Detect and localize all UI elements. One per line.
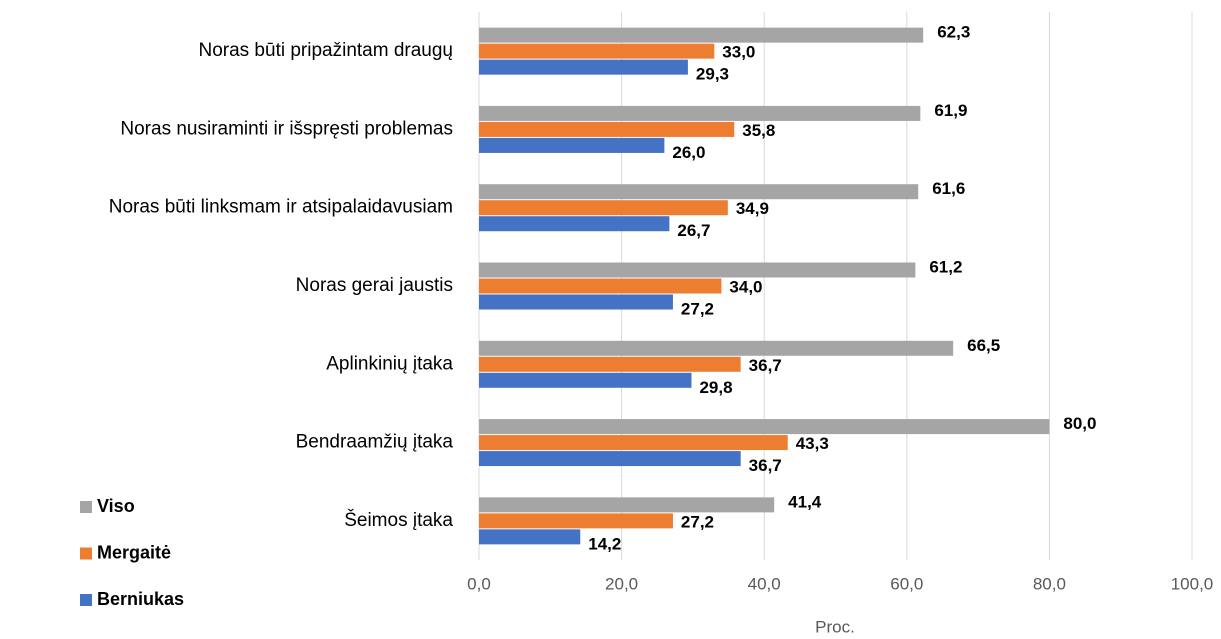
bar (479, 372, 692, 388)
legend-label: Viso (97, 496, 135, 516)
data-label: 33,0 (722, 43, 755, 62)
data-label: 62,3 (937, 23, 970, 42)
legend-label: Berniukas (97, 589, 184, 609)
data-label: 66,5 (967, 336, 1000, 355)
bar (479, 262, 916, 278)
bar (479, 497, 775, 513)
bar (479, 451, 741, 467)
y-tick-label: Šeimos įtaka (344, 509, 453, 531)
bar (479, 59, 688, 75)
bar (479, 278, 722, 294)
data-label: 29,3 (696, 65, 729, 84)
data-label: 61,2 (929, 257, 962, 276)
x-tick-label: 40,0 (748, 574, 781, 593)
bar (479, 216, 670, 232)
bar (479, 529, 581, 545)
x-tick-label: 80,0 (1033, 574, 1066, 593)
bar (479, 340, 954, 356)
x-axis-label: Proc. (815, 617, 855, 636)
legend-swatch (80, 547, 92, 560)
y-tick-label: Noras būti pripažintam draugų (198, 40, 453, 61)
bar (479, 294, 673, 310)
y-tick-label: Aplinkinių įtaka (326, 353, 453, 374)
bar (479, 184, 919, 200)
bar (479, 200, 728, 216)
bar (479, 435, 788, 451)
bar (479, 137, 665, 153)
x-tick-label: 60,0 (890, 574, 923, 593)
data-label: 26,7 (677, 221, 710, 240)
y-tick-label: Noras nusiraminti ir išspręsti problemas (120, 118, 453, 139)
bar (479, 419, 1050, 435)
data-label: 43,3 (796, 434, 829, 453)
data-label: 34,0 (729, 277, 762, 296)
data-label: 36,7 (749, 356, 782, 375)
data-label: 41,4 (788, 492, 822, 511)
bar (479, 121, 735, 137)
data-label: 35,8 (742, 121, 775, 140)
legend-label: Mergaitė (97, 542, 171, 562)
y-tick-label: Noras gerai jaustis (296, 275, 453, 296)
bar (479, 43, 715, 59)
data-label: 61,9 (934, 101, 967, 120)
bar (479, 513, 673, 529)
x-tick-label: 0,0 (467, 574, 491, 593)
data-label: 29,8 (699, 378, 732, 397)
data-label: 61,6 (932, 179, 965, 198)
bar (479, 356, 741, 372)
data-label: 36,7 (749, 456, 782, 475)
data-label: 14,2 (588, 534, 621, 553)
x-tick-label: 20,0 (605, 574, 638, 593)
y-tick-label: Noras būti linksmam ir atsipalaidavusiam (109, 197, 453, 218)
legend-swatch (80, 594, 92, 606)
data-label: 80,0 (1063, 414, 1096, 433)
legend-swatch (80, 501, 92, 513)
data-label: 26,0 (672, 143, 705, 162)
data-label: 27,2 (681, 299, 714, 318)
x-tick-label: 100,0 (1171, 574, 1214, 593)
data-label: 27,2 (681, 512, 714, 531)
bar (479, 27, 924, 43)
bar (479, 105, 921, 121)
y-tick-label: Bendraamžių įtaka (296, 432, 454, 453)
data-label: 34,9 (736, 199, 769, 218)
